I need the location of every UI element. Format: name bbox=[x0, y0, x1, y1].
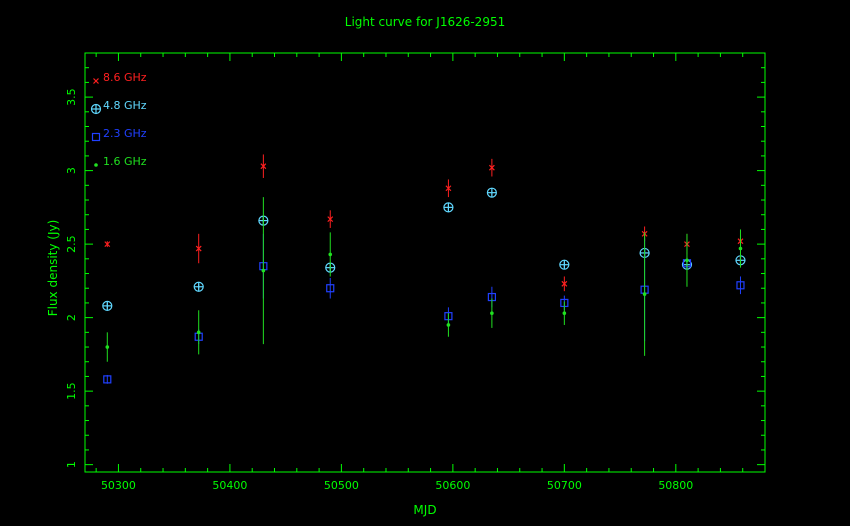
data-point bbox=[486, 187, 497, 198]
legend-label: 2.3 GHz bbox=[103, 127, 147, 140]
y-axis-label: Flux density (Jy) bbox=[46, 220, 60, 317]
series-layer bbox=[102, 154, 746, 384]
data-point bbox=[488, 164, 495, 171]
data-point bbox=[685, 258, 689, 263]
legend-item: 4.8 GHz bbox=[90, 99, 147, 115]
data-point bbox=[736, 281, 745, 290]
series bbox=[104, 154, 744, 292]
data-point bbox=[738, 246, 743, 251]
legend-item: 2.3 GHz bbox=[91, 127, 147, 142]
x-tick-label: 50300 bbox=[101, 479, 136, 492]
data-point bbox=[195, 245, 202, 252]
x-tick-label: 50700 bbox=[547, 479, 582, 492]
legend-label: 8.6 GHz bbox=[103, 71, 147, 84]
x-axis: 50300 50400 50500 50600 50700 50800 bbox=[95, 53, 766, 492]
x-tick-label: 50400 bbox=[212, 479, 247, 492]
data-point bbox=[559, 259, 570, 270]
x-axis-label: MJD bbox=[413, 503, 436, 517]
x-tick-label: 50800 bbox=[658, 479, 693, 492]
legend-item: 1.6 GHz bbox=[94, 155, 147, 168]
y-tick-label: 2 bbox=[65, 314, 78, 321]
y-tick-label: 2.5 bbox=[65, 235, 78, 253]
data-point bbox=[445, 185, 452, 192]
data-point bbox=[105, 345, 110, 349]
data-point bbox=[446, 323, 451, 327]
legend: 8.6 GHz 4.8 GHz 2.3 GHz 1.6 GHz bbox=[90, 71, 147, 168]
data-point bbox=[104, 241, 111, 248]
data-point bbox=[103, 375, 112, 384]
data-point bbox=[94, 163, 98, 167]
data-point bbox=[260, 163, 267, 170]
data-point bbox=[561, 280, 568, 287]
chart-title: Light curve for J1626-2951 bbox=[345, 15, 505, 29]
y-tick-label: 1 bbox=[65, 461, 78, 468]
data-point bbox=[642, 292, 647, 296]
x-tick-label: 50500 bbox=[324, 479, 359, 492]
data-point bbox=[443, 202, 454, 213]
data-point bbox=[196, 330, 201, 335]
y-tick-label: 3 bbox=[65, 167, 78, 174]
data-point bbox=[327, 216, 334, 223]
data-point bbox=[93, 78, 99, 84]
data-point bbox=[102, 300, 113, 311]
legend-label: 4.8 GHz bbox=[103, 99, 147, 112]
x-tick-label: 50600 bbox=[435, 479, 470, 492]
legend-item: 8.6 GHz bbox=[93, 71, 147, 84]
plot-frame bbox=[84, 52, 766, 473]
data-point bbox=[193, 281, 204, 292]
data-point bbox=[326, 284, 335, 293]
data-point bbox=[261, 268, 266, 273]
legend-label: 1.6 GHz bbox=[103, 155, 147, 168]
y-axis: 1 1.5 2 2.5 3 3.5 bbox=[65, 52, 765, 468]
data-point bbox=[562, 311, 567, 316]
data-point bbox=[490, 311, 494, 316]
y-tick-label: 3.5 bbox=[65, 88, 78, 106]
data-point bbox=[91, 132, 101, 142]
data-point bbox=[90, 103, 102, 115]
data-point bbox=[328, 252, 333, 257]
series bbox=[105, 197, 743, 362]
y-tick-label: 1.5 bbox=[65, 382, 78, 400]
